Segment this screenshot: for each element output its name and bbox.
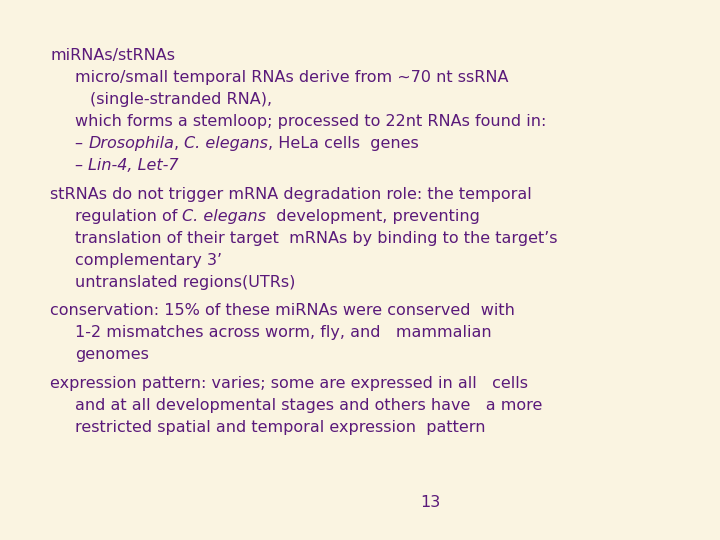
Text: conservation: 15% of these miRNAs were conserved  with: conservation: 15% of these miRNAs were c… xyxy=(50,303,515,318)
Text: stRNAs do not trigger mRNA degradation role: the temporal: stRNAs do not trigger mRNA degradation r… xyxy=(50,187,532,201)
Text: 1-2 mismatches across worm, fly, and   mammalian: 1-2 mismatches across worm, fly, and mam… xyxy=(75,325,492,340)
Text: which forms a stemloop; processed to 22nt RNAs found in:: which forms a stemloop; processed to 22n… xyxy=(75,114,546,129)
Text: complementary 3’: complementary 3’ xyxy=(75,253,222,268)
Text: –: – xyxy=(75,136,88,151)
Text: ,: , xyxy=(174,136,184,151)
Text: , HeLa cells  genes: , HeLa cells genes xyxy=(269,136,419,151)
Text: translation of their target  mRNAs by binding to the target’s: translation of their target mRNAs by bin… xyxy=(75,231,557,246)
Text: miRNAs/stRNAs: miRNAs/stRNAs xyxy=(50,48,175,63)
Text: Drosophila: Drosophila xyxy=(88,136,174,151)
Text: –: – xyxy=(75,158,88,173)
Text: regulation of: regulation of xyxy=(75,208,182,224)
Text: development, preventing: development, preventing xyxy=(266,208,480,224)
Text: untranslated regions(UTRs): untranslated regions(UTRs) xyxy=(75,275,295,289)
Text: (single-stranded RNA),: (single-stranded RNA), xyxy=(90,92,272,107)
Text: and at all developmental stages and others have   a more: and at all developmental stages and othe… xyxy=(75,398,542,413)
Text: Lin-4, Let-7: Lin-4, Let-7 xyxy=(88,158,179,173)
Text: C. elegans: C. elegans xyxy=(184,136,269,151)
Text: expression pattern: varies; some are expressed in all   cells: expression pattern: varies; some are exp… xyxy=(50,376,528,391)
Text: micro/small temporal RNAs derive from ~70 nt ssRNA: micro/small temporal RNAs derive from ~7… xyxy=(75,70,508,85)
Text: genomes: genomes xyxy=(75,347,149,362)
Text: restricted spatial and temporal expression  pattern: restricted spatial and temporal expressi… xyxy=(75,420,485,435)
Text: C. elegans: C. elegans xyxy=(182,208,266,224)
Text: 13: 13 xyxy=(420,495,440,510)
